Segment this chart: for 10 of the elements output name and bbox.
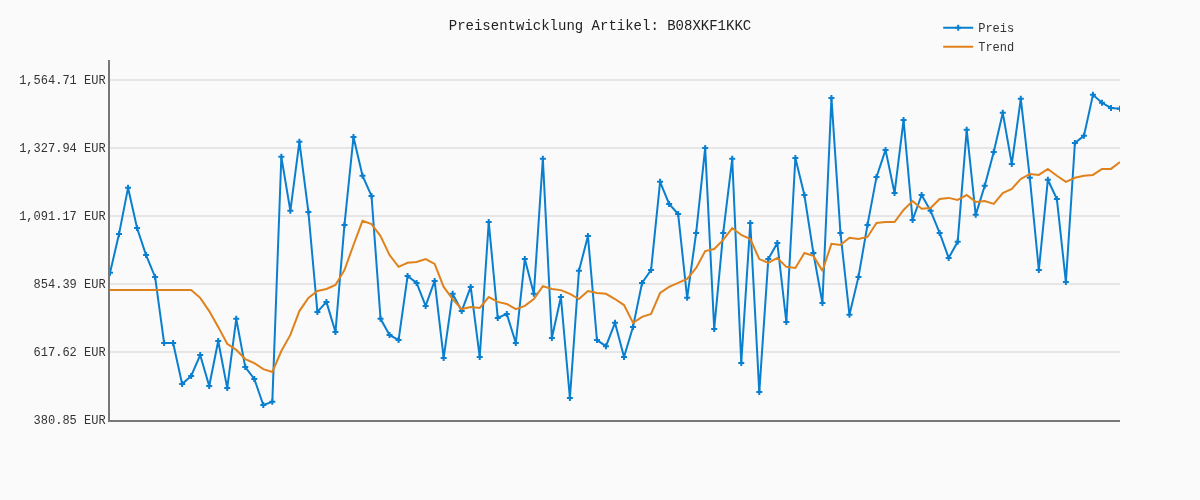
y-tick-label: 1,327.94 EUR [19,142,106,157]
y-tick-label: 854.39 EUR [33,278,106,293]
legend-label: Preis [978,22,1015,37]
y-tick-label: 380.85 EUR [33,414,106,429]
chart-title: Preisentwicklung Artikel: B08XKF1KKC [448,17,752,34]
y-tick-label: 1,091.17 EUR [19,210,106,225]
legend-label: Trend [978,41,1015,56]
y-tick-label: 617.62 EUR [33,346,106,361]
y-tick-label: 1,564.71 EUR [19,74,106,89]
line-series [110,160,1120,373]
